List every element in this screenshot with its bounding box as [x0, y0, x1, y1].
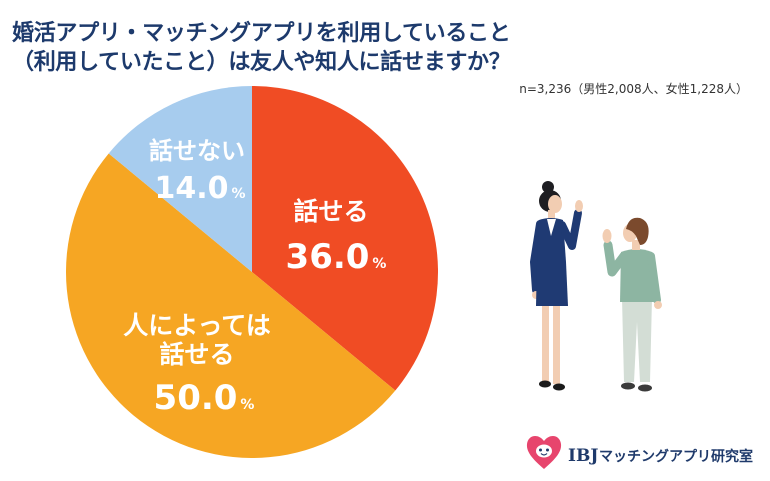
person-hair: [626, 217, 649, 245]
slice-value-unit: %: [372, 256, 386, 272]
woman-left-arm: [530, 220, 544, 294]
woman-raised-hand: [575, 200, 583, 212]
woman-raised-arm: [558, 209, 582, 250]
ibj-logo: IBJ マッチングアプリ研究室: [526, 435, 753, 469]
person-left-shoe: [621, 382, 635, 390]
woman-face: [548, 195, 562, 213]
person-hanging-arm: [647, 252, 661, 304]
chart-title-line-1: 婚活アプリ・マッチングアプリを利用していること: [12, 21, 511, 46]
slice-value-can-tell: 36.0%: [286, 237, 387, 277]
woman-left-shoe: [539, 380, 551, 388]
woman-in-suit-illustration: [530, 181, 583, 391]
pie-slice-can-tell: [252, 86, 439, 391]
slice-label-can-tell: 話せる: [293, 197, 368, 226]
person-raised-arm: [603, 240, 629, 277]
pie-slice-depends-on-person: [65, 153, 396, 459]
slice-label-line: 話せる: [159, 340, 234, 369]
slice-value-cannot-tell: 14.0%: [154, 171, 245, 206]
slice-label-line: 話せる: [293, 197, 368, 226]
person-green-shirt-illustration: [602, 217, 662, 392]
woman-suit: [536, 218, 568, 306]
logo-lab-name: マッチングアプリ研究室: [599, 448, 753, 465]
woman-right-leg: [553, 300, 560, 384]
person-shirt: [620, 249, 656, 302]
slice-label-depends-on-person: 人によっては話せる: [123, 311, 271, 369]
person-neck: [632, 240, 640, 250]
chart-title: 婚活アプリ・マッチングアプリを利用していること （利用していたこと）は友人や知人…: [12, 19, 572, 77]
slice-label-line: 話せない: [149, 137, 245, 165]
slice-value-unit: %: [232, 186, 246, 202]
heart-mascot-left-eye: [539, 448, 542, 452]
slice-value-depends-on-person: 50.0%: [154, 378, 255, 418]
heart-mascot-smile: [540, 453, 548, 456]
woman-left-leg: [542, 300, 549, 382]
person-hand: [654, 301, 662, 309]
slice-value-number: 14.0: [154, 171, 228, 206]
slice-label-cannot-tell: 話せない: [149, 137, 245, 165]
person-pants: [622, 298, 652, 382]
person-raised-hand: [602, 229, 612, 243]
logo-brand-text: IBJ: [568, 446, 598, 466]
woman-right-shoe: [553, 383, 565, 391]
slice-value-unit: %: [240, 397, 254, 413]
woman-hair-bun: [542, 181, 554, 193]
woman-neck: [548, 210, 555, 220]
heart-mascot-right-eye: [546, 448, 549, 452]
slice-value-number: 50.0: [154, 378, 238, 418]
slice-label-line: 人によっては: [123, 311, 271, 340]
pie-slice-cannot-tell: [108, 86, 253, 272]
chart-title-line-2: （利用していたこと）は友人や知人に話せますか？: [12, 50, 511, 75]
sample-size-note: n=3,236（男性2,008人、女性1,228人）: [519, 82, 748, 96]
slice-value-number: 36.0: [286, 237, 370, 277]
person-right-shoe: [638, 384, 652, 392]
woman-shirt-collar: [547, 219, 556, 236]
heart-mascot-face: [536, 444, 552, 458]
